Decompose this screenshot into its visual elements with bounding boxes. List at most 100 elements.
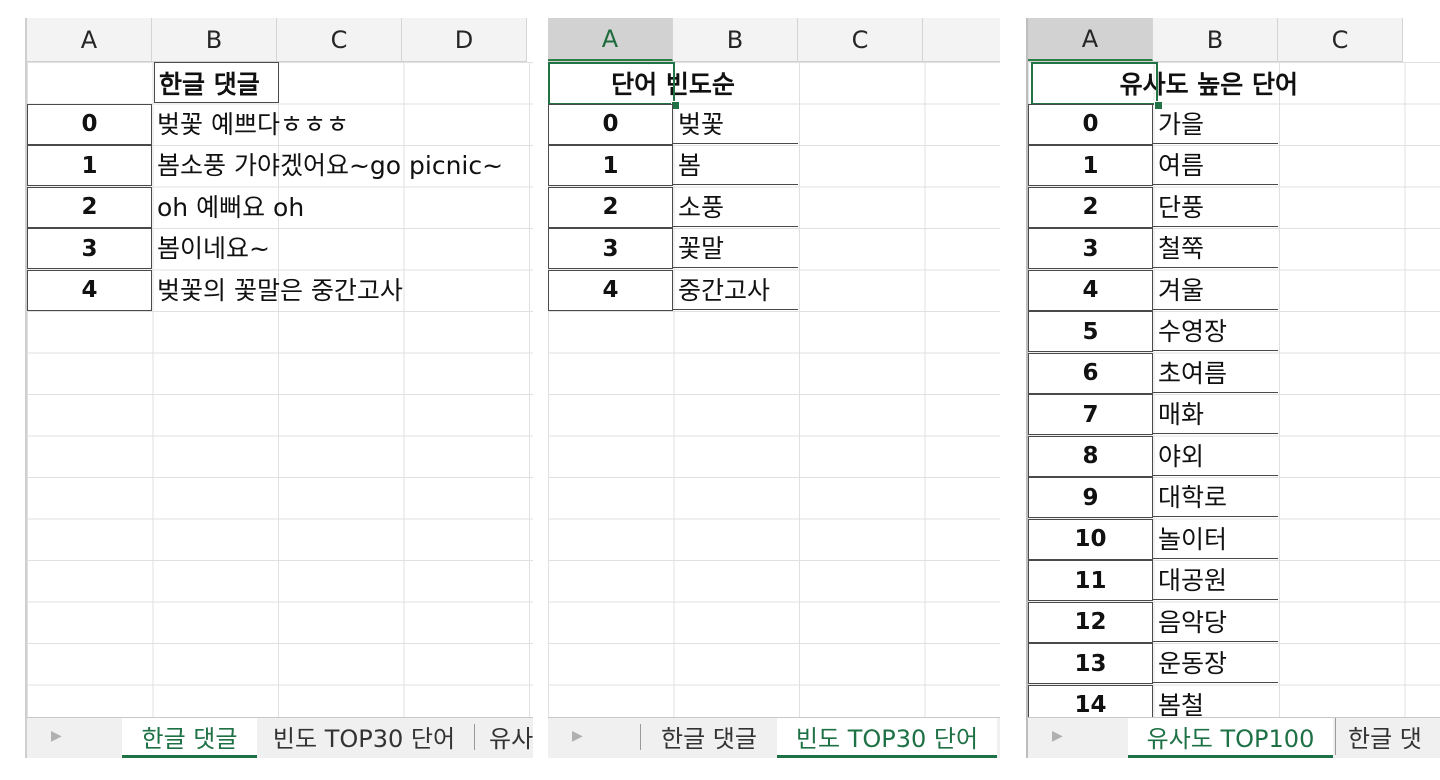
table-row: 0 벚꽃: [548, 103, 798, 145]
cell-grid[interactable]: 한글 댓글 0 벚꽃 예쁘다ㅎㅎㅎ 1 봄소풍 가야겠어요~go picnic~ 2 oh…: [27, 62, 533, 718]
cell-grid[interactable]: 단어 빈도순 0 벚꽃 1 봄 2 소풍 3 꽃말 4 중간고사: [548, 62, 1000, 718]
table-row: 4 중간고사: [548, 269, 798, 311]
value-cell[interactable]: 벚꽃: [673, 104, 798, 144]
tab-comments[interactable]: 한글 댓글: [122, 718, 257, 758]
value-cell[interactable]: 놀이터: [1153, 519, 1278, 559]
table-row: 0 벚꽃 예쁘다ㅎㅎㅎ: [27, 103, 527, 145]
table-row: 1 봄소풍 가야겠어요~go picnic~: [27, 145, 527, 186]
column-header-a[interactable]: A: [548, 18, 673, 61]
row-index-cell[interactable]: 9: [1028, 477, 1153, 518]
table-row: 10 놀이터: [1028, 518, 1278, 560]
row-index-cell[interactable]: 5: [1028, 311, 1153, 352]
tab-comments[interactable]: 한글 댓: [1335, 718, 1440, 755]
scroll-left-icon[interactable]: ▶: [51, 728, 62, 744]
row-index-cell[interactable]: 6: [1028, 352, 1153, 394]
row-index-cell[interactable]: 4: [548, 269, 673, 311]
value-cell[interactable]: 벚꽃 예쁘다ㅎㅎㅎ: [157, 109, 349, 139]
row-index-cell[interactable]: 0: [27, 103, 152, 145]
row-index-cell[interactable]: 8: [1028, 435, 1153, 477]
row-index-cell[interactable]: 0: [1028, 103, 1153, 145]
value-cell[interactable]: 대학로: [1153, 477, 1278, 517]
scroll-left-icon[interactable]: ▶: [1052, 728, 1063, 744]
tab-similarity[interactable]: 유사도 TOP100: [1128, 718, 1333, 758]
row-index-cell[interactable]: 3: [27, 228, 152, 269]
column-header-b[interactable]: B: [1153, 18, 1278, 61]
table-row: 11 대공원: [1028, 560, 1278, 601]
tab-separator: [474, 724, 475, 750]
table-row: 1 여름: [1028, 145, 1278, 186]
column-headers: A B C: [1028, 18, 1403, 62]
value-cell[interactable]: 운동장: [1153, 643, 1278, 683]
row-index-cell[interactable]: 4: [27, 269, 152, 311]
column-headers: A B C D: [27, 18, 527, 62]
fill-handle[interactable]: [1154, 101, 1163, 110]
row-index-cell[interactable]: 11: [1028, 560, 1153, 601]
table-row: 6 초여름: [1028, 352, 1278, 394]
sheet-tab-bar: ▶ 유사도 TOP100 한글 댓: [1028, 717, 1440, 758]
value-cell[interactable]: 여름: [1153, 145, 1278, 185]
row-index-cell[interactable]: 0: [548, 103, 673, 145]
active-cell-selection: [548, 62, 675, 105]
value-cell[interactable]: 소풍: [673, 187, 798, 227]
row-index-cell[interactable]: 10: [1028, 518, 1153, 560]
value-cell[interactable]: 봄이네요~: [157, 234, 270, 263]
row-index-cell[interactable]: 2: [27, 186, 152, 228]
header-cell[interactable]: 한글 댓글: [154, 62, 279, 103]
row-index-cell[interactable]: 2: [548, 186, 673, 228]
value-cell[interactable]: 꽃말: [673, 228, 798, 268]
row-index-cell[interactable]: 12: [1028, 601, 1153, 643]
table-row: 7 매화: [1028, 394, 1278, 435]
value-cell[interactable]: 철쭉: [1153, 228, 1278, 268]
row-index-cell[interactable]: 2: [1028, 186, 1153, 228]
table-row: 5 수영장: [1028, 311, 1278, 352]
column-header-b[interactable]: B: [152, 18, 277, 61]
tab-top30[interactable]: 빈도 TOP30 단어: [272, 725, 456, 753]
table-row: 9 대학로: [1028, 477, 1278, 518]
column-header-d[interactable]: D: [402, 18, 527, 61]
sheet-tab-bar: ▶ 한글 댓글 빈도 TOP30 단어 유사: [27, 717, 533, 758]
table-row: 13 운동장: [1028, 643, 1278, 684]
row-index-cell[interactable]: 1: [27, 145, 152, 186]
row-index-cell[interactable]: 1: [548, 145, 673, 186]
row-index-cell[interactable]: 1: [1028, 145, 1153, 186]
column-header-c[interactable]: C: [798, 18, 923, 61]
tab-similarity[interactable]: 유사: [489, 725, 533, 753]
table-row: 2 단풍: [1028, 186, 1278, 228]
header-cell[interactable]: 유사도 높은 단어: [1119, 69, 1298, 99]
table-row: 4 벚꽃의 꽃말은 중간고사: [27, 269, 527, 311]
value-cell[interactable]: 초여름: [1153, 353, 1278, 393]
cell-grid[interactable]: 유사도 높은 단어 0 가을 1 여름 2 단풍 3 철쭉 4 겨울 5 수영장 6 초여름 7 매화 8 야외 9…: [1028, 62, 1440, 726]
column-header-d[interactable]: D: [923, 18, 1000, 61]
column-header-c[interactable]: C: [277, 18, 402, 61]
row-index-cell[interactable]: 3: [548, 228, 673, 269]
value-cell[interactable]: oh 예뻐요 oh: [157, 192, 305, 222]
sheet-tab-bar: ▶ 한글 댓글 빈도 TOP30 단어: [548, 717, 1000, 758]
column-header-a[interactable]: A: [1028, 18, 1153, 61]
column-header-c[interactable]: C: [1278, 18, 1403, 61]
value-cell[interactable]: 음악당: [1153, 602, 1278, 642]
value-cell[interactable]: 중간고사: [673, 270, 798, 310]
scroll-left-icon[interactable]: ▶: [572, 728, 583, 744]
column-header-b[interactable]: B: [673, 18, 798, 61]
table-row: 2 oh 예뻐요 oh: [27, 186, 527, 228]
value-cell[interactable]: 봄소풍 가야겠어요~go picnic~: [157, 151, 504, 180]
value-cell[interactable]: 벚꽃의 꽃말은 중간고사: [157, 275, 403, 305]
column-header-a[interactable]: A: [27, 18, 152, 61]
active-cell-selection: [1031, 62, 1158, 105]
value-cell[interactable]: 대공원: [1153, 560, 1278, 600]
value-cell[interactable]: 봄: [673, 145, 798, 185]
row-index-cell[interactable]: 3: [1028, 228, 1153, 269]
value-cell[interactable]: 겨울: [1153, 270, 1278, 310]
row-index-cell[interactable]: 4: [1028, 269, 1153, 311]
value-cell[interactable]: 단풍: [1153, 187, 1278, 227]
value-cell[interactable]: 가을: [1153, 104, 1278, 144]
row-index-cell[interactable]: 13: [1028, 643, 1153, 684]
value-cell[interactable]: 수영장: [1153, 311, 1278, 351]
tab-top30[interactable]: 빈도 TOP30 단어: [777, 718, 997, 758]
row-index-cell[interactable]: 7: [1028, 394, 1153, 435]
tab-comments[interactable]: 한글 댓글: [661, 725, 757, 753]
value-cell[interactable]: 매화: [1153, 394, 1278, 434]
value-cell[interactable]: 야외: [1153, 436, 1278, 476]
table-row: 3 철쭉: [1028, 228, 1278, 269]
